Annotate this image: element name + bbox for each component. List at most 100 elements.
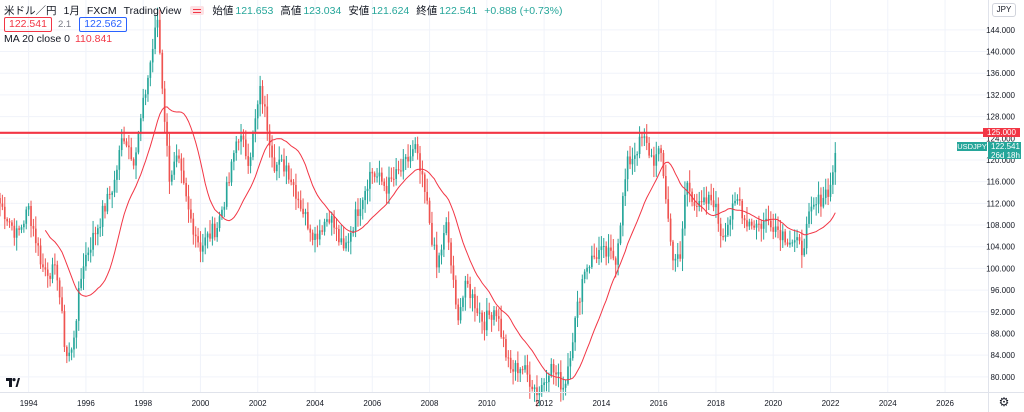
candle-body — [108, 193, 111, 195]
y-tick-label: 116.000 — [987, 178, 1016, 187]
candle-body — [342, 238, 345, 249]
candle-body — [715, 203, 717, 208]
candle — [684, 181, 686, 236]
candle-body — [280, 159, 283, 161]
candle-body — [58, 280, 61, 298]
candle — [583, 269, 586, 284]
candle-body — [815, 204, 818, 206]
candle — [593, 243, 596, 260]
candle — [94, 226, 97, 246]
candle-body — [710, 194, 713, 201]
candle-body — [349, 232, 352, 242]
candle-body — [130, 147, 133, 160]
tradingview-logo-icon[interactable] — [6, 378, 20, 387]
candle — [543, 378, 545, 392]
x-tick-label: 1996 — [77, 399, 95, 408]
buy-button[interactable]: 122.562 — [79, 17, 128, 32]
candle-body — [512, 369, 514, 372]
candle — [834, 142, 837, 185]
candle — [746, 207, 748, 232]
candle — [648, 136, 650, 159]
candle-body — [361, 200, 364, 210]
candle-body — [791, 242, 794, 244]
candle — [486, 298, 488, 337]
candle — [610, 234, 612, 260]
candle-body — [20, 227, 23, 230]
candle-body — [469, 283, 471, 299]
y-tick-label: 136.000 — [986, 69, 1015, 78]
candle — [552, 359, 555, 385]
candle — [772, 213, 775, 240]
x-tick-label: 2006 — [363, 399, 381, 408]
candle — [724, 222, 727, 242]
candle-body — [789, 242, 791, 245]
candle — [295, 173, 297, 210]
indicator-legend[interactable]: MA 20 close 0 110.841 — [4, 33, 112, 45]
candle — [130, 137, 133, 161]
close-label: 終値 — [416, 5, 438, 17]
indicator-name[interactable]: MA 20 close 0 — [4, 33, 70, 45]
candle-body — [786, 242, 789, 245]
candle-body — [734, 200, 736, 204]
candle-body — [645, 136, 648, 143]
candle — [622, 192, 624, 237]
candle-body — [132, 159, 135, 166]
candle — [30, 200, 32, 238]
candle — [798, 233, 801, 245]
candle-body — [517, 362, 519, 374]
candle — [70, 347, 73, 361]
candle-body — [822, 197, 825, 207]
candle-body — [583, 271, 586, 279]
candle — [25, 206, 28, 230]
candle — [696, 193, 698, 217]
candle — [574, 316, 576, 351]
time-axis[interactable]: 1994 1996 1998 2000 2002 2004 2006 2008 2010 2012… — [20, 399, 955, 408]
candle-body — [247, 156, 250, 166]
candle-body — [314, 233, 316, 240]
open-value: 121.653 — [235, 4, 274, 17]
candle — [1, 194, 4, 211]
candle — [564, 379, 567, 396]
candle — [734, 192, 736, 206]
candle-body — [352, 230, 355, 233]
candle — [526, 354, 529, 383]
collapse-legend-icon[interactable] — [190, 6, 205, 15]
candle — [743, 214, 746, 229]
candle-body — [447, 222, 450, 243]
candle-body — [163, 88, 166, 122]
candle — [803, 238, 806, 257]
candle — [56, 260, 59, 291]
gear-icon[interactable]: ⚙ — [998, 395, 1010, 409]
candle-body — [832, 172, 834, 185]
candle-body — [340, 238, 343, 243]
candle — [18, 225, 20, 236]
candle — [419, 145, 421, 184]
price-axis[interactable]: 80.000 84.000 88.000 92.000 96.000 100.000 104… — [986, 26, 1015, 382]
candle — [366, 179, 369, 205]
candle-body — [120, 138, 123, 151]
candle — [681, 221, 684, 272]
candle-body — [705, 197, 708, 204]
candle-body — [669, 218, 672, 242]
interval-label[interactable]: 1月 — [63, 5, 80, 17]
candle — [139, 113, 142, 142]
candle — [793, 229, 796, 252]
symbol-name[interactable]: 米ドル／円 — [4, 5, 57, 17]
candle — [667, 186, 670, 223]
candle-body — [664, 175, 667, 200]
candle-body — [144, 94, 147, 98]
candle-body — [641, 136, 643, 138]
candle-body — [471, 294, 474, 299]
candle-body — [426, 191, 429, 201]
candle-body — [175, 155, 178, 162]
candle-body — [54, 264, 56, 266]
candle — [679, 241, 681, 262]
candle-body — [486, 310, 488, 331]
y-tick-label: 132.000 — [986, 91, 1015, 100]
trade-buttons: 122.541 2.1 122.562 — [4, 17, 133, 32]
candle — [478, 302, 481, 323]
currency-button[interactable]: JPY — [992, 3, 1016, 17]
candle — [182, 157, 185, 185]
sell-button[interactable]: 122.541 — [4, 17, 52, 32]
